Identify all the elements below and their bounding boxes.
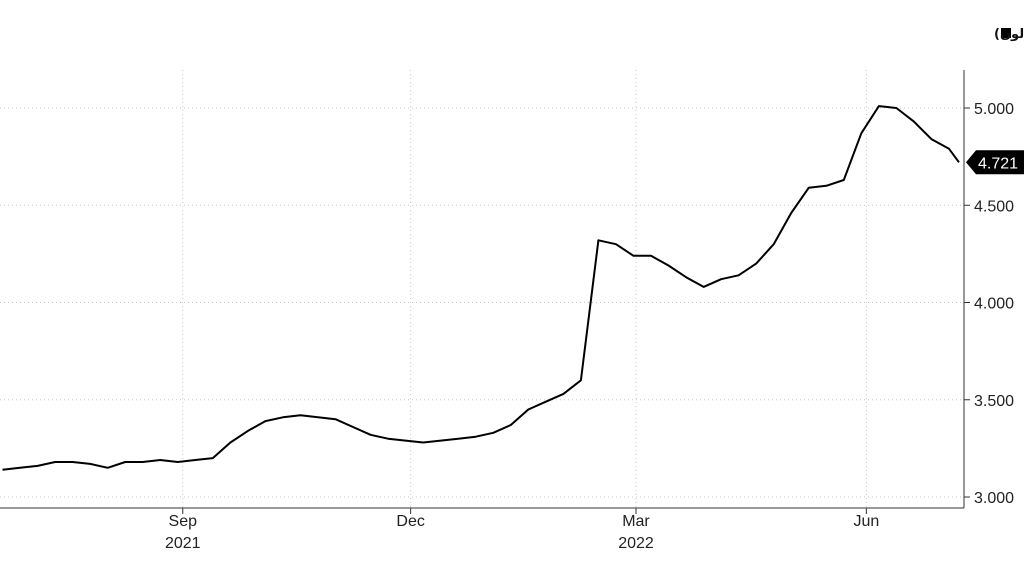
x-year-label: 2021 xyxy=(165,535,201,552)
series-line-layer xyxy=(2,105,960,471)
gridlines xyxy=(0,70,964,508)
y-tick-label: 5.000 xyxy=(974,101,1014,118)
x-tick-label: Dec xyxy=(396,513,424,530)
last-value-label: 4.721 xyxy=(978,155,1018,172)
x-tick-label: Sep xyxy=(169,513,198,530)
axes: 3.000 3.500 4.000 4.500 5.000 Sep Dec Mar Jun 202… xyxy=(0,70,1014,552)
last-value-layer: 4.721 xyxy=(966,150,1024,175)
y-tick-label: 4.000 xyxy=(974,296,1014,313)
x-tick-label: Jun xyxy=(853,513,879,530)
x-year-label: 2022 xyxy=(618,535,654,552)
legend: متوسط سعر التجزئة للبنزين الأمريكي (دولا… xyxy=(994,25,1024,42)
y-tick-label: 4.500 xyxy=(974,198,1014,215)
y-tick-label: 3.500 xyxy=(974,393,1014,410)
legend-label: متوسط سعر التجزئة للبنزين الأمريكي (دولا… xyxy=(994,25,1024,42)
series-line xyxy=(2,105,960,471)
y-tick-label: 3.000 xyxy=(974,490,1014,507)
legend-marker xyxy=(1001,28,1011,38)
last-value-badge xyxy=(966,150,1024,175)
x-tick-label: Mar xyxy=(622,513,650,530)
